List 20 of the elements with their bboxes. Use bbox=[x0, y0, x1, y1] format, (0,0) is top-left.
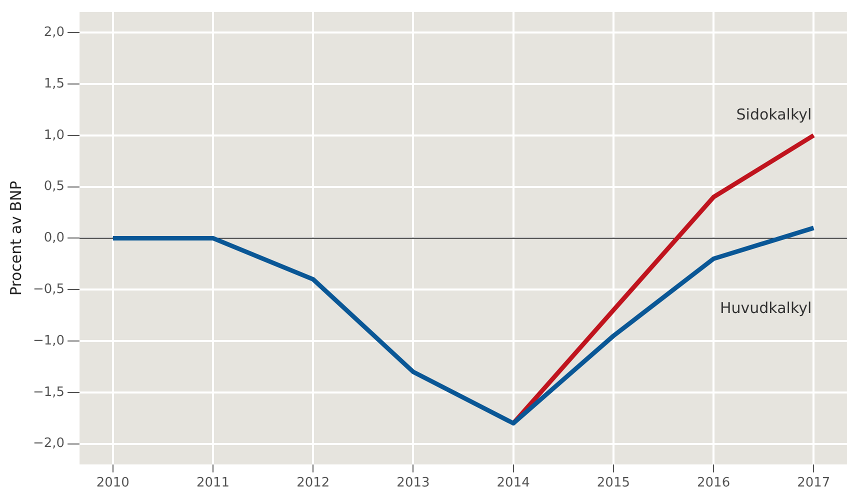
x-tick-label: 2014 bbox=[496, 476, 530, 491]
y-axis-title: Procent av BNP bbox=[6, 180, 25, 296]
y-tick-label: −1,0 bbox=[32, 333, 65, 348]
x-tick-label: 2016 bbox=[697, 476, 730, 491]
series-label: Sidokalkyl bbox=[736, 105, 812, 124]
text: Huvudkalkyl bbox=[720, 298, 812, 317]
y-tick-label: 1,5 bbox=[44, 76, 65, 92]
y-tick-label: 0,5 bbox=[44, 179, 65, 194]
y-tick-label: 0,0 bbox=[44, 230, 65, 246]
y-tick-label: 2,0 bbox=[44, 24, 65, 40]
x-tick-label: 2013 bbox=[396, 476, 430, 491]
x-tick-label: 2010 bbox=[96, 476, 130, 491]
y-tick-label: 1,0 bbox=[44, 128, 65, 143]
x-tick-label: 2017 bbox=[797, 476, 830, 491]
x-tick-label: 2011 bbox=[196, 476, 230, 491]
x-tick-label: 2012 bbox=[296, 476, 330, 491]
y-tick-label: −1,5 bbox=[32, 384, 65, 400]
x-tick-label: 2015 bbox=[596, 476, 630, 491]
y-tick-label: −0,5 bbox=[32, 282, 65, 297]
y-tick-label: −2,0 bbox=[32, 436, 65, 452]
